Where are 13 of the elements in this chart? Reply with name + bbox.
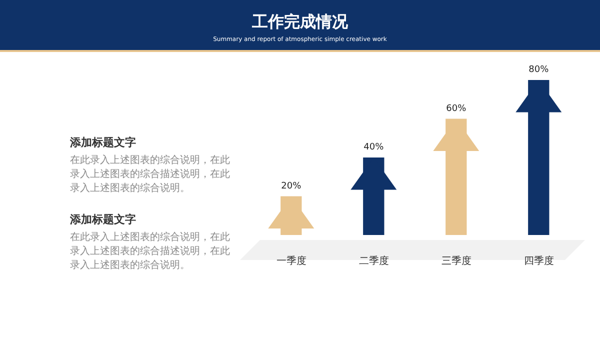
text: 添加标题文字	[70, 135, 137, 150]
text: 在此录入上述图表的综合说明，在此录入上述图表的综合描述说明，在此录入上述图表的综合说明。	[70, 231, 230, 273]
data-label: 80%	[528, 65, 550, 75]
x-tick-label: 二季度	[358, 255, 389, 268]
chart-title: 工作完成情况	[251, 12, 349, 33]
data-label: 60%	[446, 104, 467, 114]
text: 添加标题文字	[70, 212, 137, 227]
x-tick-label: 四季度	[524, 255, 554, 268]
x-tick-label: 一季度	[276, 255, 306, 268]
data-label: 20%	[281, 181, 302, 192]
data-label: 40%	[364, 142, 384, 152]
text: 在此录入上述图表的综合说明，在此录入上述图表的综合描述说明，在此录入上述图表的综合说明。	[70, 154, 230, 196]
x-tick-label: 三季度	[441, 255, 472, 268]
